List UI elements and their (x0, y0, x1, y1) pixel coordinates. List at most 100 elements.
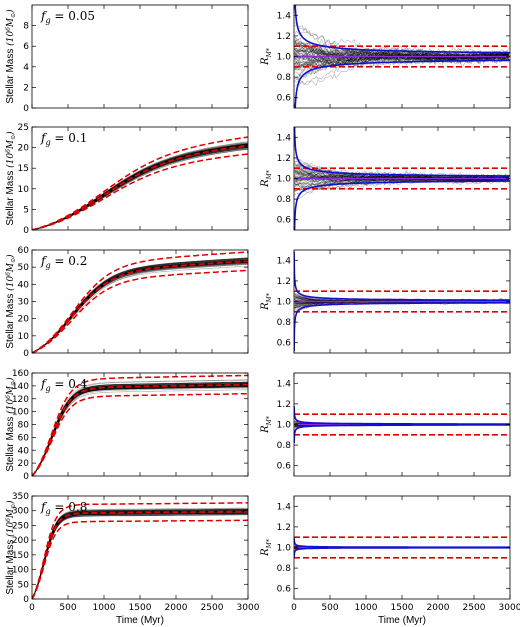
y-tick-label: 10 (18, 185, 30, 195)
ensemble-line (294, 175, 510, 191)
ensemble-line (32, 514, 248, 599)
y-tick-label: 1.4 (277, 379, 292, 389)
ensemble-line (32, 384, 248, 476)
lower-bound-line (294, 546, 510, 558)
y-tick-label: 0 (23, 349, 29, 359)
ensemble-line (294, 39, 509, 63)
fg-label: fg = 0.4 (40, 377, 88, 393)
ensemble-line (294, 51, 509, 67)
upper-envelope-line (32, 502, 248, 599)
ensemble-line (294, 169, 510, 182)
upper-bound-line (294, 127, 510, 177)
ensemble-line (32, 509, 248, 599)
ensemble-line (32, 261, 248, 353)
y-tick-label: 0.6 (277, 216, 292, 226)
fg-label: fg = 0.8 (40, 500, 87, 516)
ensemble-line (32, 262, 248, 353)
ensemble-line (294, 46, 509, 71)
ensemble-line (32, 384, 248, 476)
x-tick-label: 2000 (165, 603, 188, 613)
ensemble-line (32, 261, 248, 353)
ensemble-line (32, 512, 248, 599)
ensemble-line (32, 383, 248, 476)
ensemble-line (32, 383, 248, 476)
ensemble-line (32, 510, 248, 599)
ensemble-line (294, 51, 509, 70)
ensemble-line (32, 259, 248, 353)
ensemble-line (32, 383, 248, 476)
y-tick-label: 20 (18, 315, 30, 325)
ensemble-line (32, 384, 248, 476)
ensemble-line (32, 142, 248, 230)
ensemble-line (32, 385, 248, 476)
ensemble-line (32, 508, 248, 599)
y-tick-label: 150 (12, 551, 29, 561)
ensemble-line (32, 386, 248, 476)
ensemble-line (32, 383, 248, 476)
y-axis-label: RM* (260, 170, 273, 188)
y-tick-label: 80 (18, 421, 30, 431)
ensemble-line (294, 48, 510, 60)
ensemble-line (32, 381, 248, 476)
y-tick-label: 0 (23, 104, 29, 114)
ensemble-line (32, 144, 248, 230)
ensemble-line (32, 512, 248, 599)
y-tick-label: 350 (12, 492, 29, 502)
y-tick-label: 0.6 (277, 462, 292, 472)
ensemble-line (294, 163, 510, 183)
ensemble-line (32, 382, 248, 476)
ensemble-line (32, 385, 248, 476)
ensemble-line (32, 385, 248, 476)
y-tick-label: 50 (18, 580, 30, 590)
ensemble-line (32, 383, 248, 476)
x-tick-label: 1000 (355, 603, 378, 613)
ensemble-line (32, 383, 248, 476)
ensemble-line (32, 389, 248, 476)
ensemble-line (32, 512, 248, 599)
ensemble-line (32, 509, 248, 599)
ensemble-line (32, 261, 248, 353)
y-tick-label: 1.2 (277, 400, 291, 410)
ensemble-line (32, 264, 248, 353)
ensemble-line (32, 383, 248, 476)
ensemble-line (32, 509, 248, 599)
mean-line (32, 260, 248, 353)
x-tick-label: 3000 (237, 603, 260, 613)
ensemble-line (32, 259, 248, 353)
plot-area (32, 251, 248, 353)
ensemble-line (32, 266, 248, 353)
x-axis-label: Time (Myr) (116, 615, 164, 626)
x-tick-label: 1500 (391, 603, 414, 613)
ensemble-line (32, 143, 248, 230)
ensemble-line (32, 510, 248, 599)
y-tick-label: 0.8 (277, 195, 292, 205)
ensemble-line (32, 262, 248, 353)
y-tick-label: 4 (23, 63, 29, 73)
ensemble-line (32, 512, 248, 599)
y-tick-label: 1.0 (277, 175, 292, 185)
ensemble-line (32, 513, 248, 599)
ensemble-line (32, 382, 248, 476)
upper-envelope-line (32, 136, 248, 230)
ensemble-line (32, 257, 248, 353)
y-tick-label: 30 (18, 298, 30, 308)
y-tick-label: 6 (23, 42, 29, 52)
ensemble-line (32, 383, 248, 476)
plot-area (32, 502, 248, 599)
ensemble-line (32, 384, 248, 476)
y-tick-label: 100 (12, 408, 29, 418)
x-tick-label: 0 (29, 603, 35, 613)
ensemble-line (32, 512, 248, 599)
y-tick-label: 160 (12, 369, 29, 379)
ensemble-line (294, 167, 509, 187)
ensemble-line (32, 384, 248, 476)
ensemble-line (32, 510, 248, 599)
lower-envelope-line (32, 269, 248, 353)
ensemble-line (32, 513, 248, 599)
ensemble-line (32, 262, 248, 353)
y-tick-label: 300 (12, 507, 29, 517)
ensemble-line (32, 386, 248, 476)
ensemble-line (32, 143, 248, 230)
ensemble-line (294, 50, 509, 62)
ensemble-line (32, 144, 248, 230)
